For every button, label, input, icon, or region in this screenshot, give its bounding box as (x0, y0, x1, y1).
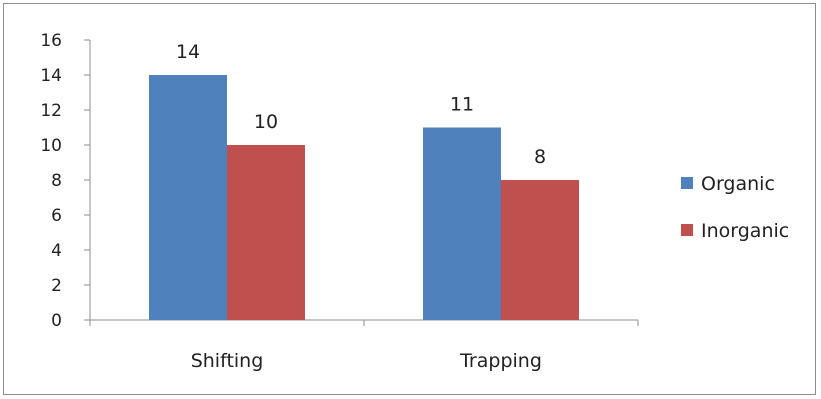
legend: Organic Inorganic (681, 173, 789, 242)
y-tick-label: 10 (40, 136, 62, 156)
y-tick-label: 16 (40, 31, 62, 51)
data-label: 14 (176, 41, 200, 63)
data-label: 8 (534, 146, 546, 168)
chart-frame (3, 3, 816, 395)
y-tick-label: 8 (51, 171, 62, 191)
y-tick-label: 6 (51, 206, 62, 226)
bar-inorganic-trapping (501, 180, 579, 320)
y-tick-label: 4 (51, 241, 62, 261)
data-labels: 14 10 11 8 (176, 41, 546, 168)
y-tick-label: 14 (40, 66, 62, 86)
legend-label-organic: Organic (701, 173, 775, 195)
legend-swatch-inorganic (681, 224, 693, 236)
y-tick-label: 2 (51, 276, 62, 296)
y-tick-label: 0 (51, 311, 62, 331)
x-category-label: Trapping (459, 350, 542, 372)
bar-organic-shifting (149, 75, 227, 320)
y-axis: 0 2 4 6 8 10 12 14 16 (40, 31, 91, 331)
bar-organic-trapping (423, 127, 501, 320)
x-axis: Shifting Trapping (89, 319, 639, 372)
legend-swatch-organic (681, 177, 693, 189)
data-label: 11 (450, 94, 474, 116)
bar-inorganic-shifting (227, 145, 305, 320)
x-category-label: Shifting (191, 350, 264, 372)
bars (149, 75, 579, 320)
legend-label-inorganic: Inorganic (701, 220, 789, 242)
data-label: 10 (254, 111, 278, 133)
y-tick-label: 12 (40, 101, 62, 121)
